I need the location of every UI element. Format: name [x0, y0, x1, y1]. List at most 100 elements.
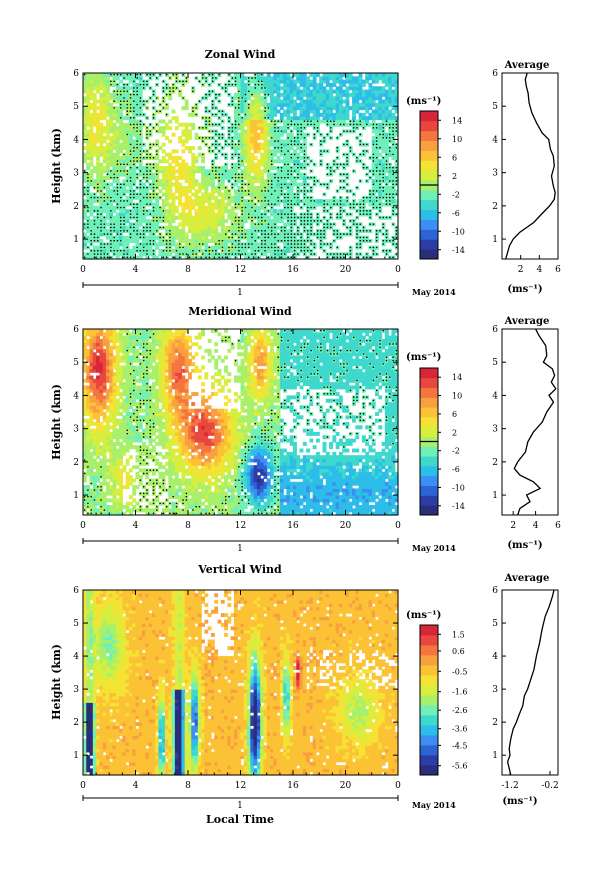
zonal-contour-mark — [129, 193, 132, 196]
zonal-field-cell — [240, 102, 245, 107]
zonal-contour-mark — [188, 256, 191, 259]
zonal-field-cell — [197, 225, 202, 230]
zonal-contour-mark — [241, 213, 243, 215]
zonal-field-cell — [260, 96, 265, 101]
zonal-contour-mark — [297, 253, 299, 255]
zonal-field-cell — [112, 219, 117, 224]
zonal-field-cell — [83, 129, 87, 134]
zonal-contour-mark — [297, 226, 299, 229]
zonal-contour-mark — [139, 180, 142, 182]
zonal-contour-mark — [100, 229, 102, 232]
zonal-contour-mark — [231, 140, 234, 142]
zonal-field-cell — [352, 92, 356, 97]
zonal-contour-mark — [142, 87, 145, 89]
zonal-field-cell — [174, 182, 179, 187]
zonal-contour-mark — [133, 183, 135, 186]
zonal-contour-mark — [106, 183, 109, 186]
zonal-field-cell — [224, 192, 228, 197]
zonal-contour-mark — [349, 246, 352, 249]
zonal-field-cell — [122, 102, 127, 107]
zonal-contour-mark — [162, 80, 165, 83]
zonal-contour-mark — [139, 249, 142, 252]
zonal-contour-mark — [247, 256, 250, 259]
zonal-field-cell — [332, 89, 337, 94]
zonal-contour-mark — [123, 97, 125, 99]
zonal-field-cell — [194, 192, 199, 197]
zonal-contour-mark — [336, 163, 339, 166]
zonal-field-cell — [309, 79, 314, 84]
zonal-contour-mark — [313, 176, 316, 179]
zonal-contour-mark — [93, 236, 96, 239]
zonal-field-cell — [306, 96, 311, 101]
zonal-contour-mark — [274, 246, 276, 249]
zonal-field-cell — [210, 212, 215, 217]
zonal-contour-mark — [369, 190, 371, 192]
zonal-contour-mark — [346, 130, 348, 132]
zonal-field-cell — [86, 86, 91, 91]
zonal-field-cell — [227, 215, 232, 220]
zonal-field-cell — [266, 79, 271, 84]
zonal-field-cell — [115, 96, 120, 101]
zonal-field-cell — [237, 205, 242, 210]
zonal-field-cell — [276, 92, 281, 97]
zonal-field-cell — [161, 169, 166, 174]
zonal-field-cell — [174, 209, 179, 214]
zonal-field-cell — [135, 136, 140, 141]
zonal-field-cell — [148, 245, 153, 250]
zonal-field-cell — [128, 79, 133, 84]
zonal-field-cell — [365, 96, 370, 101]
zonal-field-cell — [296, 182, 301, 187]
zonal-contour-mark — [129, 160, 132, 162]
zonal-contour-mark — [247, 243, 250, 245]
zonal-field-cell — [207, 225, 212, 230]
zonal-contour-mark — [356, 246, 358, 249]
zonal-contour-mark — [119, 233, 122, 235]
zonal-contour-mark — [320, 160, 322, 162]
zonal-field-cell — [312, 112, 317, 117]
zonal-contour-mark — [293, 193, 296, 196]
zonal-contour-mark — [238, 239, 240, 242]
zonal-field-cell — [279, 235, 284, 240]
zonal-contour-mark — [149, 163, 152, 166]
zonal-field-cell — [138, 172, 143, 177]
zonal-field-cell — [128, 252, 133, 257]
zonal-contour-mark — [126, 113, 129, 116]
zonal-field-cell — [83, 132, 87, 137]
zonal-contour-mark — [343, 223, 345, 225]
zonal-field-cell — [112, 92, 117, 97]
zonal-field-cell — [184, 235, 189, 240]
zonal-field-cell — [243, 96, 248, 101]
zonal-field-cell — [338, 76, 343, 81]
zonal-field-cell — [102, 159, 107, 164]
zonal-field-cell — [293, 92, 297, 97]
zonal-field-cell — [322, 102, 327, 107]
zonal-contour-mark — [146, 150, 148, 152]
zonal-contour-mark — [139, 200, 142, 202]
zonal-contour-mark — [359, 210, 362, 212]
zonal-contour-mark — [287, 236, 289, 239]
zonal-contour-mark — [300, 123, 303, 126]
zonal-contour-mark — [323, 229, 325, 232]
zonal-field-cell — [217, 235, 222, 240]
zonal-contour-mark — [221, 120, 224, 122]
zonal-field-cell — [266, 175, 271, 180]
zonal-field-cell — [178, 239, 183, 243]
zonal-field-cell — [191, 229, 196, 234]
zonal-field-cell — [302, 79, 307, 84]
zonal-contour-mark — [372, 253, 375, 255]
zonal-field-cell — [263, 122, 268, 127]
zonal-field-cell — [197, 185, 202, 190]
zonal-field-cell — [197, 232, 202, 237]
zonal-field-cell — [279, 92, 284, 97]
zonal-field-cell — [358, 96, 363, 101]
zonal-field-cell — [256, 122, 261, 127]
zonal-field-cell — [342, 112, 347, 117]
zonal-contour-mark — [159, 226, 161, 229]
zonal-field-cell — [299, 92, 304, 97]
zonal-contour-mark — [159, 110, 161, 112]
zonal-contour-mark — [133, 223, 135, 225]
zonal-field-cell — [266, 159, 271, 164]
zonal-contour-mark — [231, 176, 234, 179]
zonal-contour-mark — [303, 173, 306, 176]
zonal-contour-mark — [149, 173, 152, 176]
